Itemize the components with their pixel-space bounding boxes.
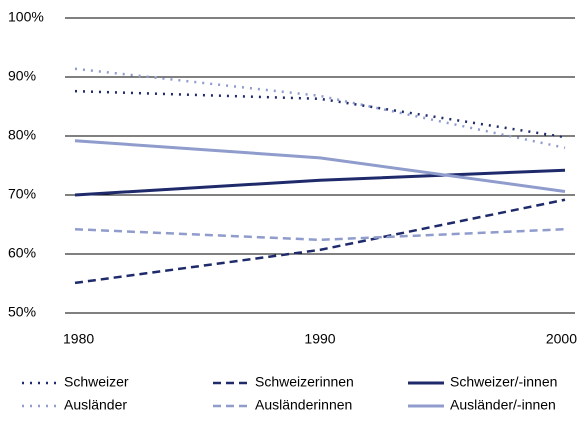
legend-label: Ausländer bbox=[64, 397, 127, 413]
series-line bbox=[74, 89, 566, 139]
x-tick-label: 1990 bbox=[304, 331, 335, 347]
y-tick-label: 70% bbox=[8, 186, 36, 202]
y-tick-label: 60% bbox=[8, 245, 36, 261]
x-tick-label: 2000 bbox=[546, 331, 577, 347]
x-tick-label: 1980 bbox=[63, 331, 94, 347]
y-tick-label: 50% bbox=[8, 304, 36, 320]
legend-label: Schweizer bbox=[64, 374, 129, 390]
series-line bbox=[74, 227, 566, 242]
legend-label: Schweizer/-innen bbox=[450, 374, 557, 390]
y-tick-label: 100% bbox=[8, 9, 44, 25]
y-tick-label: 80% bbox=[8, 127, 36, 143]
series-line bbox=[74, 139, 566, 193]
legend-label: Ausländer/-innen bbox=[450, 397, 556, 413]
series-line bbox=[74, 198, 566, 285]
series-line bbox=[74, 168, 566, 197]
legend-label: Schweizerinnen bbox=[255, 374, 354, 390]
legend-label: Ausländerinnen bbox=[255, 397, 352, 413]
y-tick-label: 90% bbox=[8, 68, 36, 84]
